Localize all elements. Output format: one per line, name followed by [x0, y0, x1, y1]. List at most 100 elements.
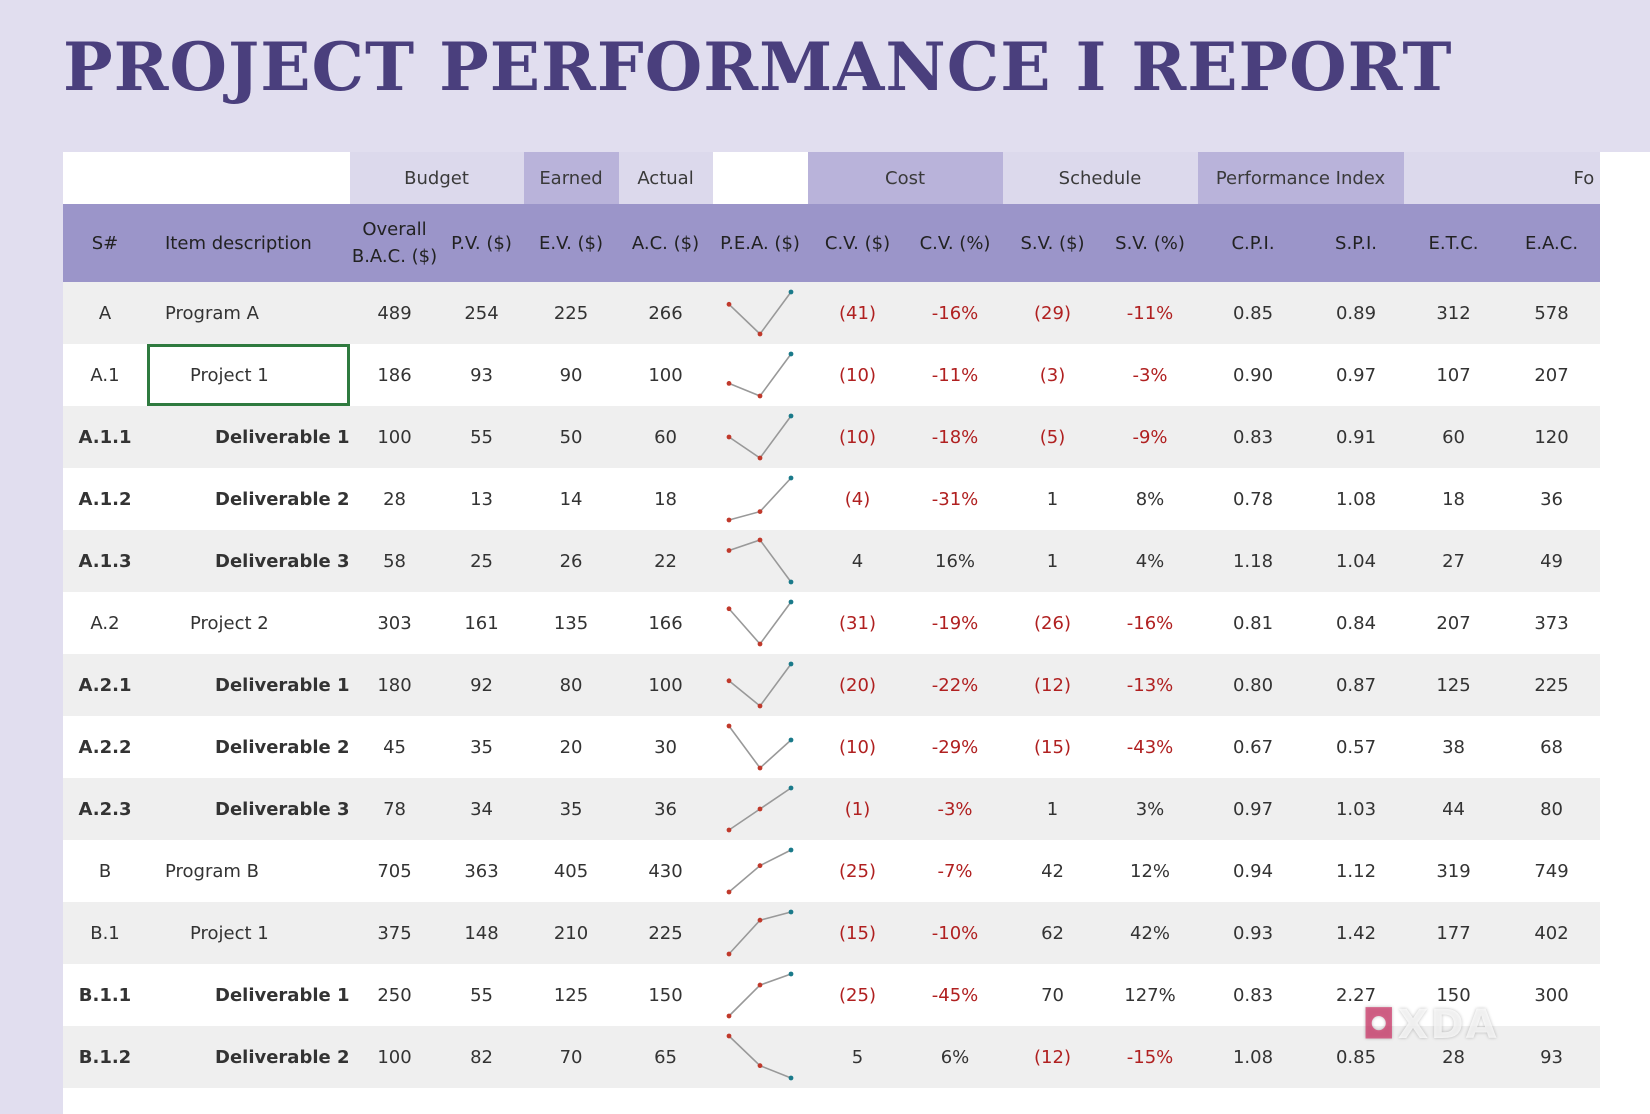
header-cv[interactable]: C.V. ($)	[807, 204, 908, 282]
row-number-cell[interactable]: A.1.2	[78, 488, 132, 510]
sv-cell[interactable]: 70	[1041, 984, 1064, 1006]
ac-cell[interactable]: 430	[648, 860, 683, 882]
cv-percent-cell[interactable]: -16%	[907, 282, 1003, 344]
cv-percent-cell[interactable]: -29%	[931, 736, 979, 758]
pv-cell[interactable]: 92	[439, 654, 524, 716]
header-sn[interactable]: S#	[63, 204, 147, 282]
sv-percent-cell[interactable]: -13%	[1102, 654, 1198, 716]
spreadsheet-grid[interactable]: Budget Earned Actual Cost Schedule Perfo…	[63, 152, 1650, 1114]
row-number-cell[interactable]: A.1.3	[63, 530, 147, 592]
eac-cell[interactable]: 749	[1534, 860, 1569, 882]
sv-cell[interactable]: (3)	[1039, 364, 1066, 386]
cv-cell[interactable]: 5	[807, 1026, 908, 1088]
header-cv-percent[interactable]: C.V. (%)	[907, 204, 1003, 282]
sv-percent-cell[interactable]: 127%	[1124, 984, 1176, 1006]
ev-cell[interactable]: 70	[523, 1026, 619, 1088]
spi-cell[interactable]: 0.85	[1308, 1026, 1404, 1088]
eac-cell[interactable]: 49	[1503, 530, 1600, 592]
cv-percent-cell[interactable]: -45%	[931, 984, 979, 1006]
eac-cell[interactable]: 225	[1503, 654, 1600, 716]
ac-cell[interactable]: 225	[618, 902, 713, 964]
header-ac[interactable]: A.C. ($)	[618, 204, 713, 282]
ev-cell[interactable]: 80	[523, 654, 619, 716]
item-description-cell[interactable]: Project 2	[190, 612, 269, 634]
pv-cell[interactable]: 148	[439, 902, 524, 964]
cv-percent-cell[interactable]: 16%	[907, 530, 1003, 592]
row-number-cell[interactable]: A.2.1	[63, 654, 147, 716]
eac-cell[interactable]: 68	[1540, 736, 1563, 758]
item-description-cell[interactable]: Program B	[165, 860, 260, 882]
eac-cell[interactable]: 80	[1503, 778, 1600, 840]
eac-cell[interactable]: 207	[1534, 364, 1569, 386]
ac-cell[interactable]: 166	[648, 612, 683, 634]
item-description-cell[interactable]: Deliverable 2	[215, 736, 350, 758]
etc-cell[interactable]: 177	[1403, 902, 1504, 964]
cv-cell[interactable]: 4	[807, 530, 908, 592]
cpi-cell[interactable]: 0.93	[1197, 902, 1309, 964]
spi-cell[interactable]: 1.12	[1335, 860, 1377, 882]
header-cpi[interactable]: C.P.I.	[1197, 204, 1309, 282]
etc-cell[interactable]: 319	[1436, 860, 1471, 882]
eac-cell[interactable]: 402	[1503, 902, 1600, 964]
header-etc[interactable]: E.T.C.	[1403, 204, 1504, 282]
pv-cell[interactable]: 13	[470, 488, 493, 510]
pea-sparkline[interactable]	[712, 406, 808, 468]
cpi-cell[interactable]: 0.83	[1232, 984, 1274, 1006]
pv-cell[interactable]: 93	[470, 364, 493, 386]
pea-sparkline[interactable]	[712, 1026, 808, 1088]
cv-percent-cell[interactable]: -18%	[907, 406, 1003, 468]
cv-cell[interactable]: (10)	[839, 364, 876, 386]
item-description-cell[interactable]: Deliverable 2	[215, 488, 350, 510]
etc-cell[interactable]: 38	[1442, 736, 1465, 758]
cpi-cell[interactable]: 0.67	[1232, 736, 1274, 758]
sv-percent-cell[interactable]: 4%	[1102, 530, 1198, 592]
pea-sparkline[interactable]	[713, 964, 808, 1026]
cv-cell[interactable]: (25)	[839, 860, 876, 882]
ac-cell[interactable]: 100	[618, 654, 713, 716]
item-description-cell[interactable]: Deliverable 3	[147, 778, 350, 840]
sv-cell[interactable]: (12)	[1002, 654, 1103, 716]
bac-cell[interactable]: 186	[377, 364, 412, 386]
cpi-cell[interactable]: 0.97	[1197, 778, 1309, 840]
spi-cell[interactable]: 1.42	[1308, 902, 1404, 964]
bac-cell[interactable]: 250	[377, 984, 412, 1006]
sv-cell[interactable]: 1	[1002, 778, 1103, 840]
ev-cell[interactable]: 14	[559, 488, 583, 510]
header-pea[interactable]: P.E.A. ($)	[712, 204, 808, 282]
sv-cell[interactable]: (26)	[1034, 612, 1071, 634]
bac-cell[interactable]: 45	[383, 736, 406, 758]
pea-sparkline[interactable]	[712, 778, 808, 840]
sv-percent-cell[interactable]: -3%	[1132, 364, 1168, 386]
cv-percent-cell[interactable]: -22%	[907, 654, 1003, 716]
cpi-cell[interactable]: 0.81	[1232, 612, 1274, 634]
item-description-cell[interactable]: Deliverable 1	[147, 654, 350, 716]
bac-cell[interactable]: 180	[349, 654, 440, 716]
spi-cell[interactable]: 0.84	[1335, 612, 1377, 634]
item-description-cell[interactable]: Deliverable 1	[215, 984, 350, 1006]
item-description-cell[interactable]: Deliverable 3	[147, 530, 350, 592]
cpi-cell[interactable]: 0.90	[1232, 364, 1274, 386]
spi-cell[interactable]: 1.08	[1335, 488, 1377, 510]
eac-cell[interactable]: 36	[1540, 488, 1563, 510]
cpi-cell[interactable]: 0.78	[1232, 488, 1274, 510]
sv-percent-cell[interactable]: -15%	[1102, 1026, 1198, 1088]
pv-cell[interactable]: 161	[464, 612, 499, 634]
etc-cell[interactable]: 44	[1403, 778, 1504, 840]
spi-cell[interactable]: 0.87	[1308, 654, 1404, 716]
ev-cell[interactable]: 20	[559, 736, 583, 758]
row-number-cell[interactable]: B.1	[63, 902, 147, 964]
sv-percent-cell[interactable]: 12%	[1130, 860, 1171, 882]
cpi-cell[interactable]: 1.18	[1197, 530, 1309, 592]
ac-cell[interactable]: 36	[618, 778, 713, 840]
sv-cell[interactable]: 62	[1002, 902, 1103, 964]
header-eac[interactable]: E.A.C.	[1503, 204, 1600, 282]
pv-cell[interactable]: 55	[470, 984, 493, 1006]
ev-cell[interactable]: 35	[523, 778, 619, 840]
ac-cell[interactable]: 266	[618, 282, 713, 344]
row-number-cell[interactable]: A.2	[90, 612, 120, 634]
pv-cell[interactable]: 25	[439, 530, 524, 592]
ev-cell[interactable]: 225	[523, 282, 619, 344]
ac-cell[interactable]: 22	[618, 530, 713, 592]
pea-sparkline[interactable]	[712, 902, 808, 964]
cv-percent-cell[interactable]: -7%	[937, 860, 973, 882]
